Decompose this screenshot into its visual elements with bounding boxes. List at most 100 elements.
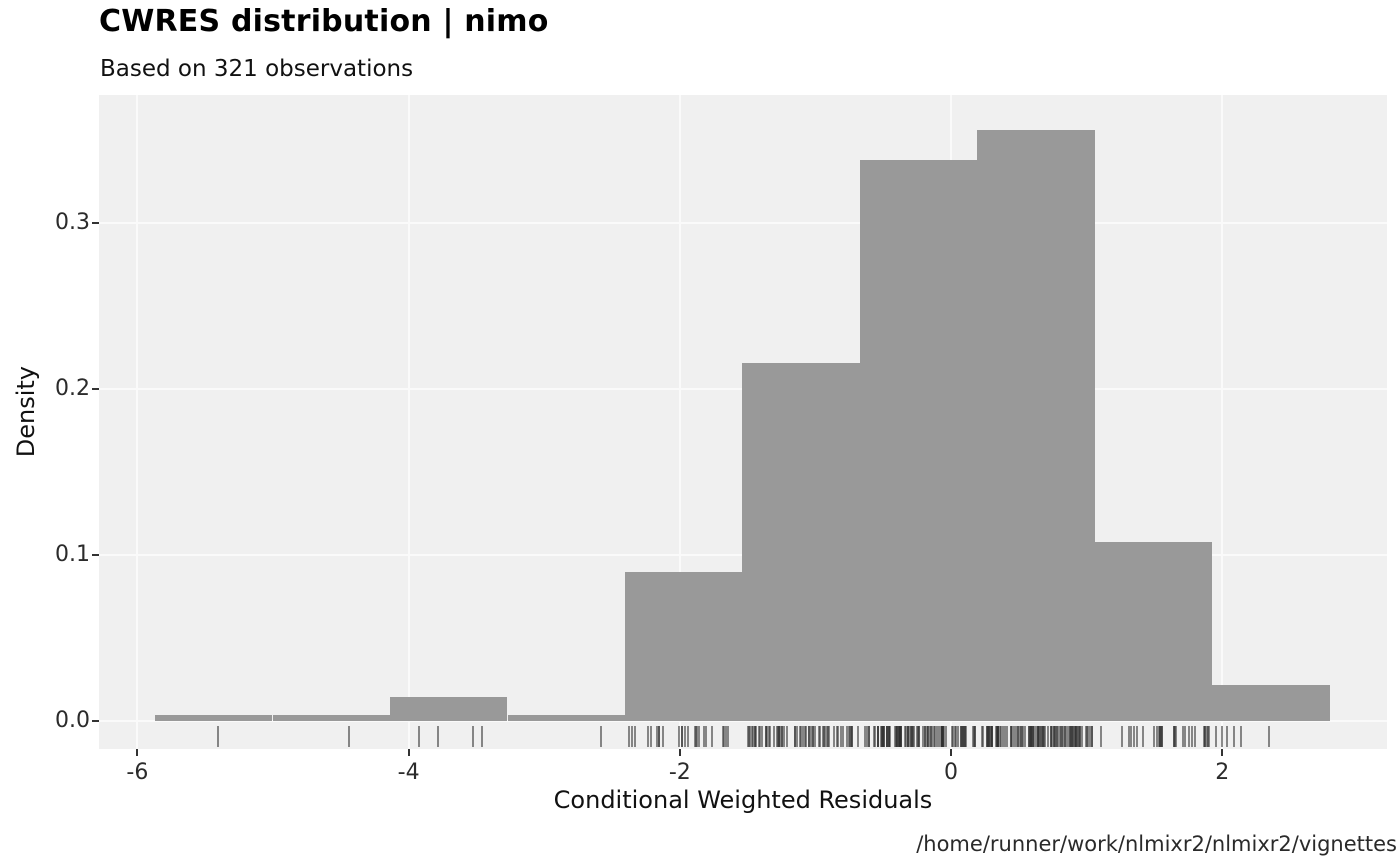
rug-mark: [1036, 726, 1039, 747]
rug-mark: [1120, 726, 1123, 747]
rug-mark: [963, 726, 965, 747]
rug-mark: [795, 726, 798, 747]
rug-mark: [802, 726, 805, 747]
rug-mark: [749, 726, 752, 747]
rug-mark: [990, 726, 993, 747]
rug-mark: [1233, 726, 1235, 747]
rug-mark: [905, 726, 908, 747]
rug-mark: [1047, 726, 1050, 747]
rug-mark: [702, 726, 705, 747]
plot-title: CWRES distribution | nimo: [99, 4, 549, 39]
rug-mark: [757, 726, 760, 747]
rug-mark: [657, 726, 660, 747]
rug-mark: [973, 726, 976, 747]
rug-mark: [1155, 726, 1158, 747]
rug-mark: [953, 726, 956, 747]
histogram-bar: [1095, 541, 1213, 721]
rug-mark: [1129, 726, 1132, 747]
rug-mark: [1078, 726, 1081, 747]
rug-mark: [881, 726, 884, 747]
rug-mark: [1032, 726, 1035, 747]
major-gridline-vertical: [407, 95, 410, 749]
rug-mark: [1002, 726, 1005, 747]
rug-mark: [655, 726, 658, 747]
rug-mark: [711, 726, 714, 747]
rug-mark: [1056, 726, 1059, 747]
rug-mark: [628, 726, 631, 747]
rug-mark: [1009, 726, 1012, 747]
rug-mark: [1077, 726, 1080, 747]
rug-mark: [1043, 726, 1046, 747]
rug-mark: [785, 726, 788, 747]
rug-mark: [964, 726, 967, 747]
rug-mark: [1215, 726, 1218, 747]
major-gridline-horizontal: [99, 720, 1387, 722]
rug-mark: [1204, 726, 1207, 747]
rug-mark: [686, 726, 689, 747]
rug-mark: [1206, 726, 1208, 747]
rug-mark: [649, 726, 652, 747]
rug-mark: [1028, 726, 1031, 747]
rug-mark: [697, 726, 700, 747]
rug-mark: [1052, 726, 1055, 747]
rug-mark: [677, 726, 680, 747]
y-axis-tick-mark: [92, 720, 99, 722]
rug-mark: [907, 726, 910, 747]
rug-mark: [683, 726, 686, 747]
rug-mark: [793, 726, 796, 747]
plot-subtitle: Based on 321 observations: [100, 56, 414, 82]
major-gridline-vertical: [678, 95, 681, 749]
rug-mark: [748, 726, 751, 747]
rug-mark: [704, 726, 707, 747]
rug-mark: [1268, 726, 1271, 747]
rug-mark: [753, 726, 756, 747]
rug-mark: [631, 726, 634, 747]
rug-mark: [856, 726, 859, 747]
rug-mark: [760, 726, 763, 747]
rug-mark: [904, 726, 907, 747]
histogram-bar: [390, 697, 508, 721]
rug-mark: [726, 726, 729, 747]
rug-mark: [937, 726, 940, 747]
y-axis-tick-label: 0.3: [55, 210, 90, 235]
rug-mark: [437, 726, 440, 747]
rug-mark: [889, 726, 892, 747]
rug-mark: [1153, 726, 1156, 747]
histogram-bar: [860, 159, 978, 721]
y-axis-tick-label: 0.1: [55, 542, 90, 567]
rug-mark: [847, 726, 850, 747]
rug-mark: [835, 726, 838, 747]
rug-mark: [1239, 726, 1242, 747]
y-axis-tick-mark: [92, 222, 99, 224]
rug-mark: [696, 726, 699, 747]
rug-mark: [1191, 726, 1193, 747]
rug-mark: [1074, 726, 1077, 747]
rug-mark: [1023, 726, 1026, 747]
rug-mark: [954, 726, 957, 747]
rug-mark: [812, 726, 814, 747]
rug-mark: [896, 726, 899, 747]
rug-mark: [752, 726, 755, 747]
rug-mark: [988, 726, 991, 747]
rug-mark: [1142, 726, 1145, 747]
rug-mark: [746, 726, 749, 747]
rug-mark: [347, 726, 350, 747]
rug-mark: [647, 726, 650, 747]
rug-mark: [1054, 726, 1057, 747]
rug-mark: [1202, 726, 1205, 747]
rug-mark: [1014, 726, 1017, 747]
rug-mark: [724, 726, 727, 747]
rug-mark: [804, 726, 807, 747]
rug-mark: [1100, 726, 1103, 747]
rug-mark: [1080, 726, 1083, 747]
rug-mark: [916, 726, 919, 747]
rug-mark: [755, 726, 757, 747]
histogram-bar: [742, 362, 860, 721]
rug-mark: [995, 726, 998, 747]
major-gridline-vertical: [1221, 95, 1224, 749]
x-axis-tick-label: 2: [1215, 760, 1230, 785]
rug-mark: [996, 726, 999, 747]
rug-mark: [883, 726, 886, 747]
histogram-bar: [977, 130, 1095, 721]
rug-mark: [1088, 726, 1091, 747]
